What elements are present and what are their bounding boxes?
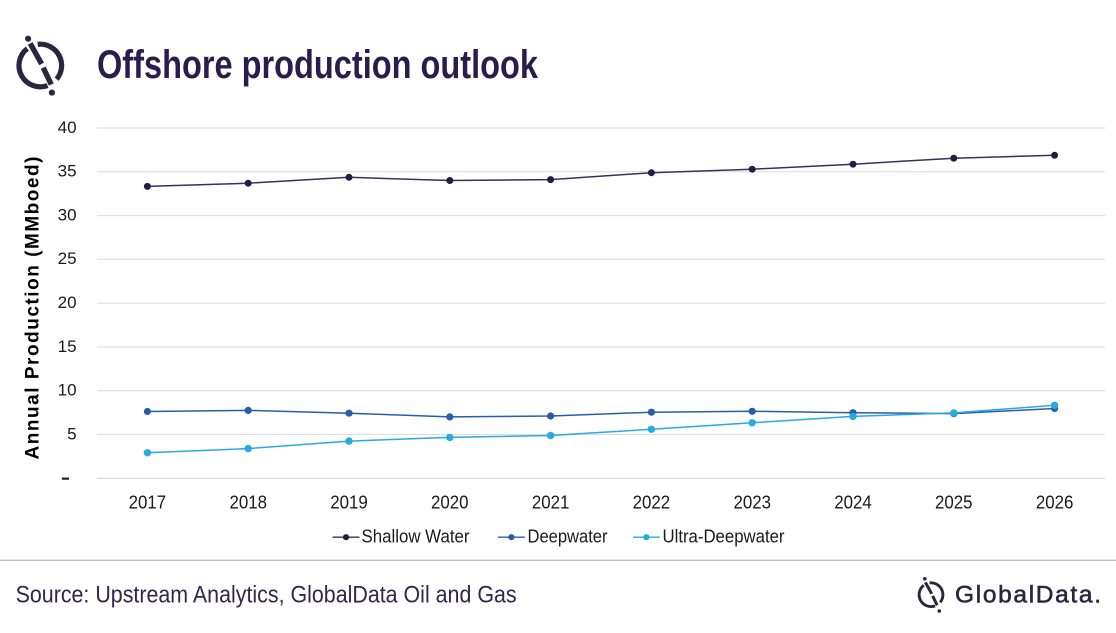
svg-text:Deepwater: Deepwater	[528, 525, 608, 546]
svg-text:Annual Production (MMboed): Annual Production (MMboed)	[23, 157, 44, 460]
svg-text:2020: 2020	[431, 491, 469, 512]
svg-text:2025: 2025	[935, 491, 973, 512]
svg-text:Source: Upstream Analytics, Gl: Source: Upstream Analytics, GlobalData O…	[16, 581, 517, 608]
svg-text:10: 10	[58, 381, 77, 400]
svg-text:20: 20	[58, 293, 77, 312]
svg-text:GlobalData.: GlobalData.	[955, 582, 1101, 609]
svg-text:2022: 2022	[633, 491, 671, 512]
svg-text:30: 30	[58, 206, 77, 225]
svg-text:35: 35	[58, 162, 77, 181]
svg-text:Ultra-Deepwater: Ultra-Deepwater	[663, 525, 785, 546]
svg-text:2023: 2023	[733, 491, 771, 512]
svg-text:25: 25	[58, 249, 77, 268]
svg-text:Offshore production outlook: Offshore production outlook	[97, 43, 539, 87]
svg-text:2019: 2019	[330, 491, 368, 512]
svg-text:2018: 2018	[229, 491, 267, 512]
svg-text:2021: 2021	[532, 491, 570, 512]
svg-text:15: 15	[58, 337, 77, 356]
svg-text:5: 5	[67, 424, 77, 443]
svg-text:2024: 2024	[834, 491, 872, 512]
svg-text:2026: 2026	[1036, 491, 1074, 512]
svg-text:Shallow Water: Shallow Water	[362, 525, 470, 546]
svg-text:40: 40	[58, 118, 77, 137]
svg-text:2017: 2017	[129, 491, 167, 512]
